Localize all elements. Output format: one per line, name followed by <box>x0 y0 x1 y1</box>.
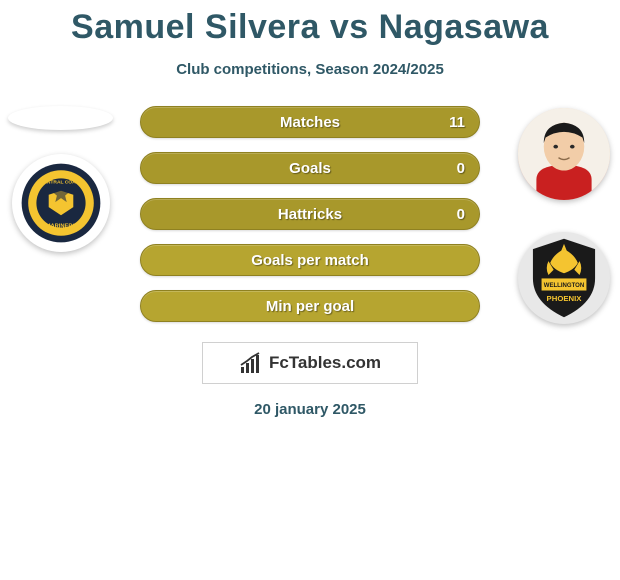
svg-text:CENTRAL COAST: CENTRAL COAST <box>40 179 82 185</box>
player-face-icon <box>518 108 610 200</box>
player-photo-placeholder-left <box>8 106 113 130</box>
stat-bar-matches: Matches 11 <box>140 106 480 138</box>
stat-bar-hattricks: Hattricks 0 <box>140 198 480 230</box>
svg-text:MARINERS: MARINERS <box>46 224 77 230</box>
fctables-attribution: FcTables.com <box>202 342 418 384</box>
stat-label: Hattricks <box>141 206 479 223</box>
stats-column: Matches 11 Goals 0 Hattricks 0 Goals per… <box>140 106 480 336</box>
svg-text:WELLINGTON: WELLINGTON <box>544 283 584 289</box>
stat-value-right: 0 <box>457 160 465 177</box>
stat-label: Goals per match <box>141 252 479 269</box>
page-title: Samuel Silvera vs Nagasawa <box>0 0 620 47</box>
page-subtitle: Club competitions, Season 2024/2025 <box>0 61 620 78</box>
date-text: 20 january 2025 <box>0 401 620 418</box>
mariners-logo-icon: CENTRAL COAST MARINERS <box>20 162 102 244</box>
stat-bar-goals: Goals 0 <box>140 152 480 184</box>
chart-icon <box>239 351 263 375</box>
stat-bar-goals-per-match: Goals per match <box>140 244 480 276</box>
stat-label: Goals <box>141 160 479 177</box>
stat-label: Matches <box>141 114 479 131</box>
club-badge-right: WELLINGTON PHOENIX <box>518 232 610 324</box>
svg-text:PHOENIX: PHOENIX <box>547 294 583 303</box>
stat-bar-min-per-goal: Min per goal <box>140 290 480 322</box>
stat-value-right: 0 <box>457 206 465 223</box>
fctables-label: FcTables.com <box>269 353 381 373</box>
left-column: CENTRAL COAST MARINERS <box>8 106 113 252</box>
player-photo-right <box>518 108 610 200</box>
club-badge-left: CENTRAL COAST MARINERS <box>12 154 110 252</box>
phoenix-logo-icon: WELLINGTON PHOENIX <box>529 237 599 319</box>
stat-label: Min per goal <box>141 298 479 315</box>
stat-value-right: 11 <box>449 114 465 131</box>
right-column: WELLINGTON PHOENIX <box>518 108 610 324</box>
